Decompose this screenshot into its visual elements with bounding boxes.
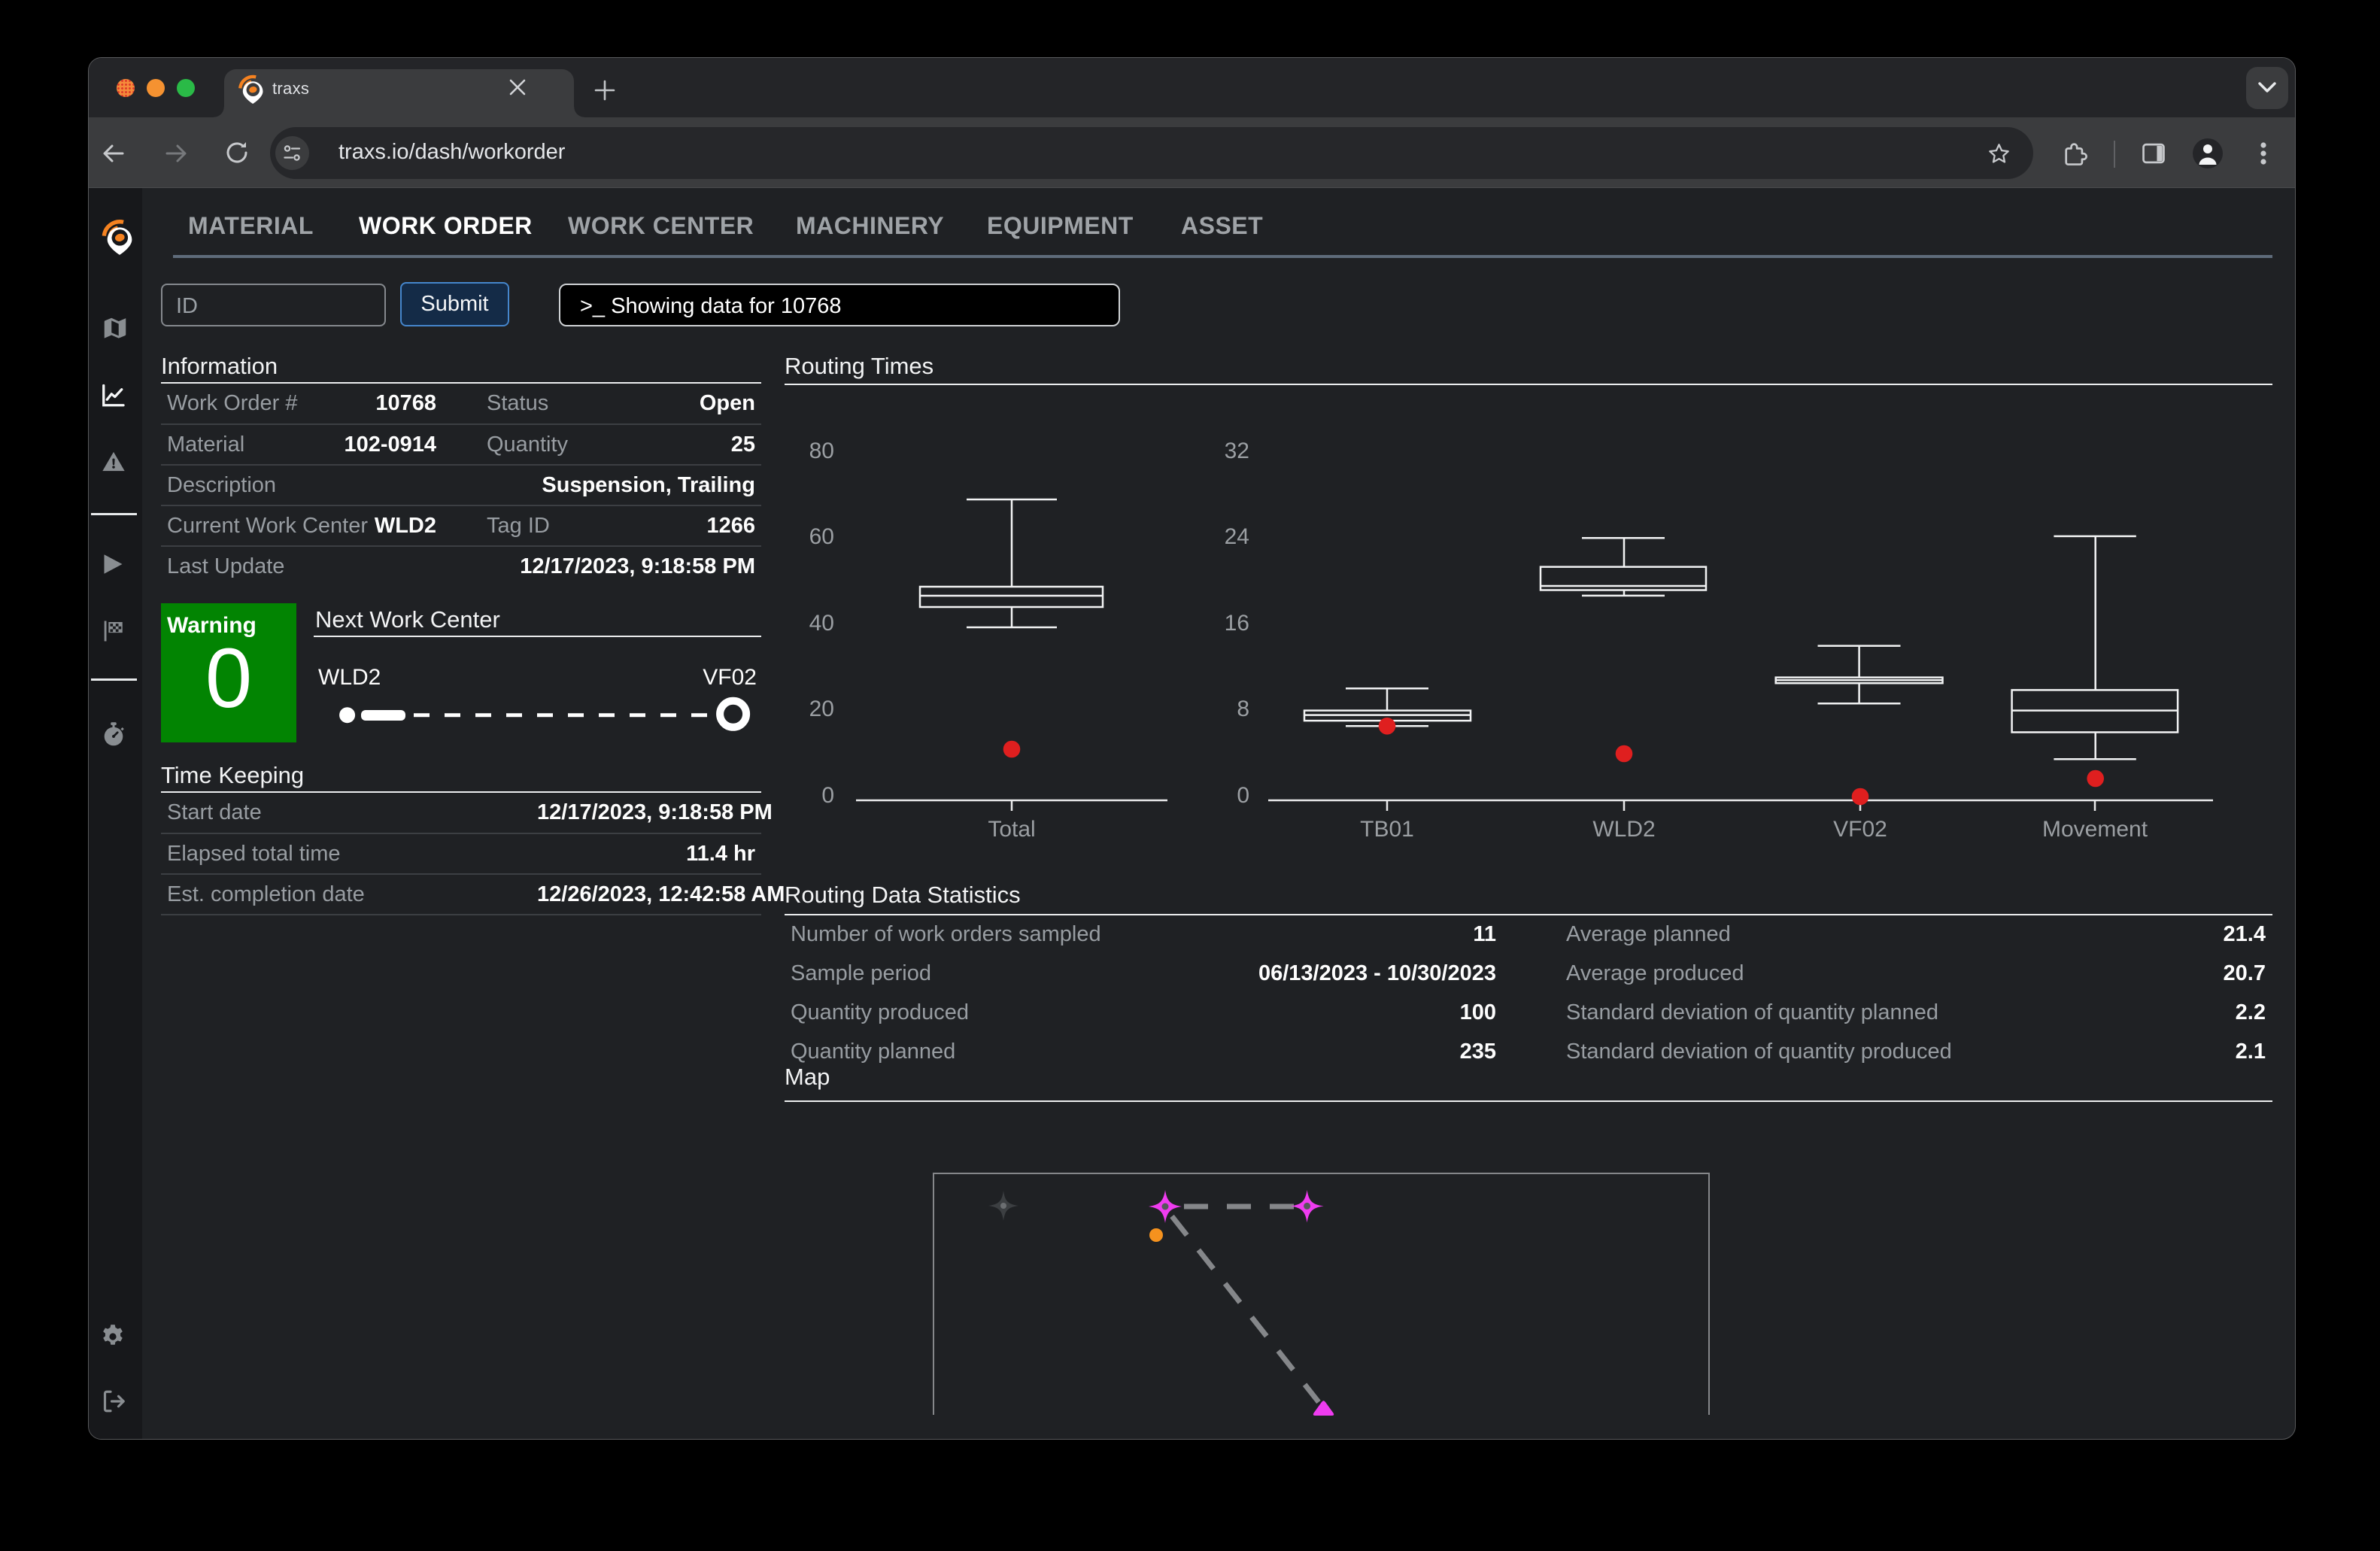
svg-text:Movement: Movement xyxy=(2042,817,2148,842)
svg-text:60: 60 xyxy=(809,524,834,549)
svg-text:16: 16 xyxy=(1225,611,1249,636)
svg-text:8: 8 xyxy=(1237,697,1249,721)
svg-text:WLD2: WLD2 xyxy=(1592,817,1655,842)
svg-text:40: 40 xyxy=(809,611,834,636)
svg-text:20: 20 xyxy=(809,697,834,721)
svg-text:TB01: TB01 xyxy=(1360,817,1414,842)
svg-text:32: 32 xyxy=(1225,439,1249,463)
svg-text:Total: Total xyxy=(988,817,1035,842)
svg-text:0: 0 xyxy=(821,783,834,808)
svg-text:24: 24 xyxy=(1225,524,1249,549)
svg-text:VF02: VF02 xyxy=(1833,817,1887,842)
svg-text:80: 80 xyxy=(809,439,834,463)
svg-text:0: 0 xyxy=(1237,783,1249,808)
